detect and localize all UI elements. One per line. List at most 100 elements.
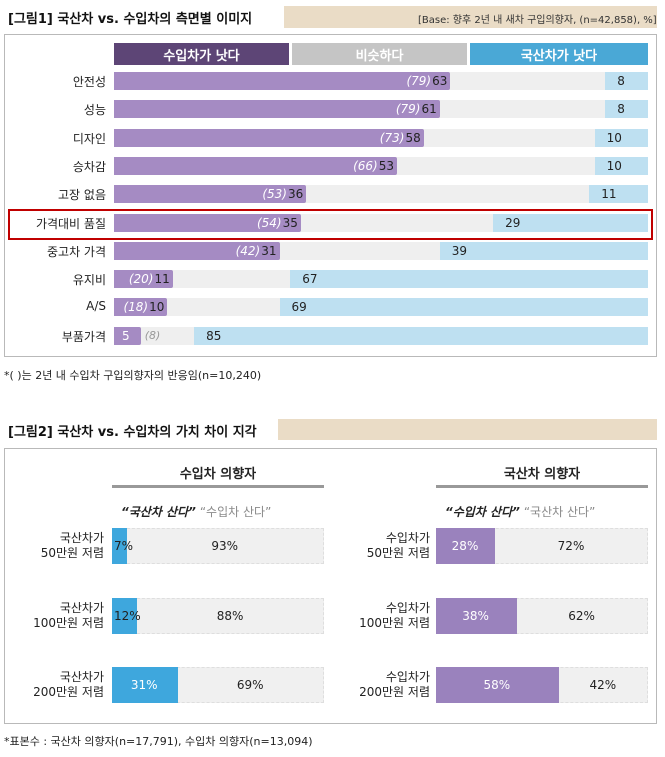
category-label: 유지비 <box>72 273 106 287</box>
share-value: 7% <box>114 539 134 553</box>
domestic-better-bar: 29 <box>493 214 648 232</box>
row-label: 수입차가 100만원 저렴 <box>359 601 430 630</box>
share-bar <box>436 667 559 703</box>
domestic-better-value: 69 <box>291 300 307 314</box>
import-better-bar: (79) 63 <box>114 72 451 90</box>
share-bar <box>112 598 138 634</box>
import-better-value: 61 <box>421 102 437 116</box>
category-label: 승차감 <box>72 160 106 174</box>
rest-value: 62% <box>568 609 595 623</box>
import-better-value: 10 <box>149 300 165 314</box>
legend-right-weak: “국산차 산다” <box>523 505 596 519</box>
domestic-better-value: 8 <box>617 102 625 116</box>
import-better-bar: (20) 11 <box>114 270 173 288</box>
import-intent-value: (79) <box>395 102 421 116</box>
domestic-better-bar: 39 <box>439 242 648 260</box>
category-label: 안전성 <box>72 75 106 89</box>
legend-right: “수입차 산다” “국산차 산다” <box>445 503 595 520</box>
category-label: 고장 없음 <box>58 188 106 202</box>
rest-value: 93% <box>211 539 239 553</box>
row-label: 국산차가 50만원 저렴 <box>40 531 104 560</box>
fig2-title-band <box>278 419 657 440</box>
domestic-better-bar: 85 <box>194 327 648 345</box>
domestic-better-value: 29 <box>505 216 521 230</box>
domestic-better-value: 10 <box>606 131 622 145</box>
import-intent-value: (8) <box>144 329 161 342</box>
import-better-bar: (42) 31 <box>114 242 280 260</box>
legend-left: “국산차 산다” “수입차 산다” <box>121 503 271 520</box>
import-intent-value: (18) <box>123 300 149 314</box>
row-label: 국산차가 200만원 저렴 <box>33 670 104 699</box>
share-bar <box>436 528 496 564</box>
fig1-footnote: *( )는 2년 내 수입차 구입의향자의 반응임(n=10,240) <box>4 369 262 382</box>
import-better-bar: (79) 61 <box>114 100 440 118</box>
import-better-bar: (54) 35 <box>114 214 301 232</box>
domestic-better-bar: 67 <box>290 270 648 288</box>
domestic-better-value: 67 <box>302 272 318 286</box>
row-label: 수입차가 200만원 저렴 <box>359 670 430 699</box>
import-intent-value: (42) <box>235 244 261 258</box>
category-label: A/S <box>86 299 106 313</box>
import-intent-value: (53) <box>262 187 287 201</box>
category-label: 성능 <box>83 103 106 117</box>
fig1-title: [그림1] 국산차 vs. 수입차의 측면별 이미지 <box>8 12 253 27</box>
group-header-import-intent: 수입차 의향자 <box>112 463 324 488</box>
import-better-bar: (18) 10 <box>114 298 168 316</box>
import-better-value: 31 <box>261 244 277 258</box>
fig2-footnote: *표본수 : 국산차 의향자(n=17,791), 수입차 의향자(n=13,0… <box>4 735 313 748</box>
row-label: 수입차가 50만원 저렴 <box>366 531 430 560</box>
domestic-better-bar: 69 <box>279 298 648 316</box>
domestic-better-bar: 8 <box>605 100 648 118</box>
import-better-bar: (53) 36 <box>114 185 307 203</box>
import-intent-value: (73) <box>379 131 405 145</box>
category-label: 중고차 가격 <box>46 245 106 259</box>
share-value: 58% <box>483 678 511 692</box>
import-better-value: 58 <box>405 131 421 145</box>
category-label: 가격대비 품질 <box>35 217 106 231</box>
fig2-title: [그림2] 국산차 vs. 수입차의 가치 차이 지각 <box>8 425 257 440</box>
domestic-better-value: 85 <box>206 329 222 343</box>
legend-left-strong: “국산차 산다” <box>121 505 196 519</box>
category-label: 디자인 <box>72 132 106 146</box>
domestic-better-bar: 11 <box>589 185 648 203</box>
import-better-value: 11 <box>154 272 170 286</box>
fig1-header-domestic-better: 국산차가 낫다 <box>470 43 648 65</box>
rest-value: 42% <box>589 678 617 692</box>
category-label: 부품가격 <box>61 330 106 344</box>
import-better-value: 35 <box>282 216 298 230</box>
rest-value: 88% <box>216 609 244 623</box>
share-value: 38% <box>462 609 489 623</box>
domestic-better-value: 8 <box>617 74 625 88</box>
import-intent-value: (20) <box>128 272 154 286</box>
domestic-better-bar: 10 <box>594 157 648 175</box>
share-bar <box>436 598 517 634</box>
rest-value: 72% <box>557 539 585 553</box>
import-intent-value: (54) <box>256 216 282 230</box>
row-label: 국산차가 100만원 저렴 <box>33 601 104 630</box>
import-better-value: 53 <box>378 159 395 173</box>
rest-value: 69% <box>236 678 264 692</box>
import-better-bar: (73) 58 <box>114 129 424 147</box>
group-header-domestic-intent: 국산차 의향자 <box>436 463 648 488</box>
domestic-better-value: 11 <box>601 187 617 201</box>
fig1-title-band <box>284 6 657 28</box>
import-intent-value: (66) <box>353 159 378 173</box>
domestic-better-value: 10 <box>606 159 622 173</box>
domestic-better-bar: 8 <box>605 72 648 90</box>
import-better-bar: 5 <box>114 327 141 345</box>
highlight-box <box>8 209 653 240</box>
fig2-panel <box>4 448 657 724</box>
import-better-value: 63 <box>432 74 448 88</box>
fig1-header-similar: 비슷하다 <box>292 43 467 65</box>
domestic-better-bar: 10 <box>594 129 648 147</box>
value-track <box>112 528 324 564</box>
share-bar <box>112 667 178 703</box>
domestic-better-value: 39 <box>451 244 468 258</box>
import-better-bar: (66) 53 <box>114 157 398 175</box>
share-value: 28% <box>451 539 479 553</box>
legend-right-strong: “수입차 산다” <box>445 505 520 519</box>
fig1-header-import-better: 수입차가 낫다 <box>114 43 289 65</box>
fig1-panel <box>4 34 657 357</box>
fig1-base-note: [Base: 향후 2년 내 새차 구입의향자, (n=42,858), %] <box>418 15 657 26</box>
legend-left-weak: “수입차 산다” <box>199 505 272 519</box>
